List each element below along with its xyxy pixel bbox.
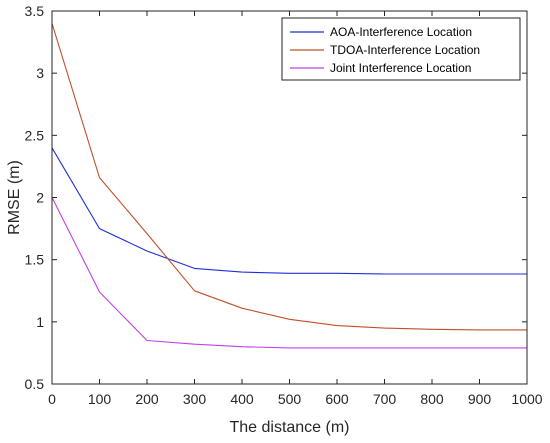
x-tick-label: 100	[88, 391, 112, 407]
x-axis-label: The distance (m)	[229, 419, 349, 436]
x-tick-label: 400	[230, 391, 254, 407]
x-tick-label: 800	[420, 391, 444, 407]
y-tick-label: 1.5	[25, 252, 45, 268]
x-tick-label: 200	[135, 391, 159, 407]
series-line-3	[51, 197, 527, 349]
x-tick-label: 0	[48, 391, 56, 407]
x-tick-label: 600	[325, 391, 349, 407]
legend: AOA-Interference Location TDOA-Interferen…	[281, 17, 521, 81]
y-tick-label: 2	[36, 190, 44, 206]
y-tick-label: 2.5	[25, 127, 45, 143]
y-tick-label: 3	[36, 65, 44, 81]
y-tick-label: 3.5	[25, 3, 45, 19]
legend-box	[281, 17, 521, 81]
x-tick-label: 300	[183, 391, 207, 407]
y-axis-label: RMSE (m)	[6, 160, 23, 235]
series-line-1	[51, 147, 527, 275]
x-tick-label: 500	[278, 391, 302, 407]
x-tick-label: 700	[373, 391, 397, 407]
y-tick-label: 1	[36, 314, 44, 330]
series-line-2	[51, 23, 527, 331]
legend-label-2: TDOA-Interference Location	[330, 43, 480, 57]
legend-label-1: AOA-Interference Location	[330, 25, 472, 39]
legend-label-3: Joint Interference Location	[330, 61, 471, 75]
ticks-layer: 0 100 200 300 400 500 600 700 800 900 1000 0.5 1 1.5 2…	[25, 3, 543, 407]
series-layer	[51, 23, 527, 349]
x-tick-label: 1000	[511, 391, 542, 407]
y-tick-label: 0.5	[25, 376, 45, 392]
x-tick-label: 900	[468, 391, 492, 407]
